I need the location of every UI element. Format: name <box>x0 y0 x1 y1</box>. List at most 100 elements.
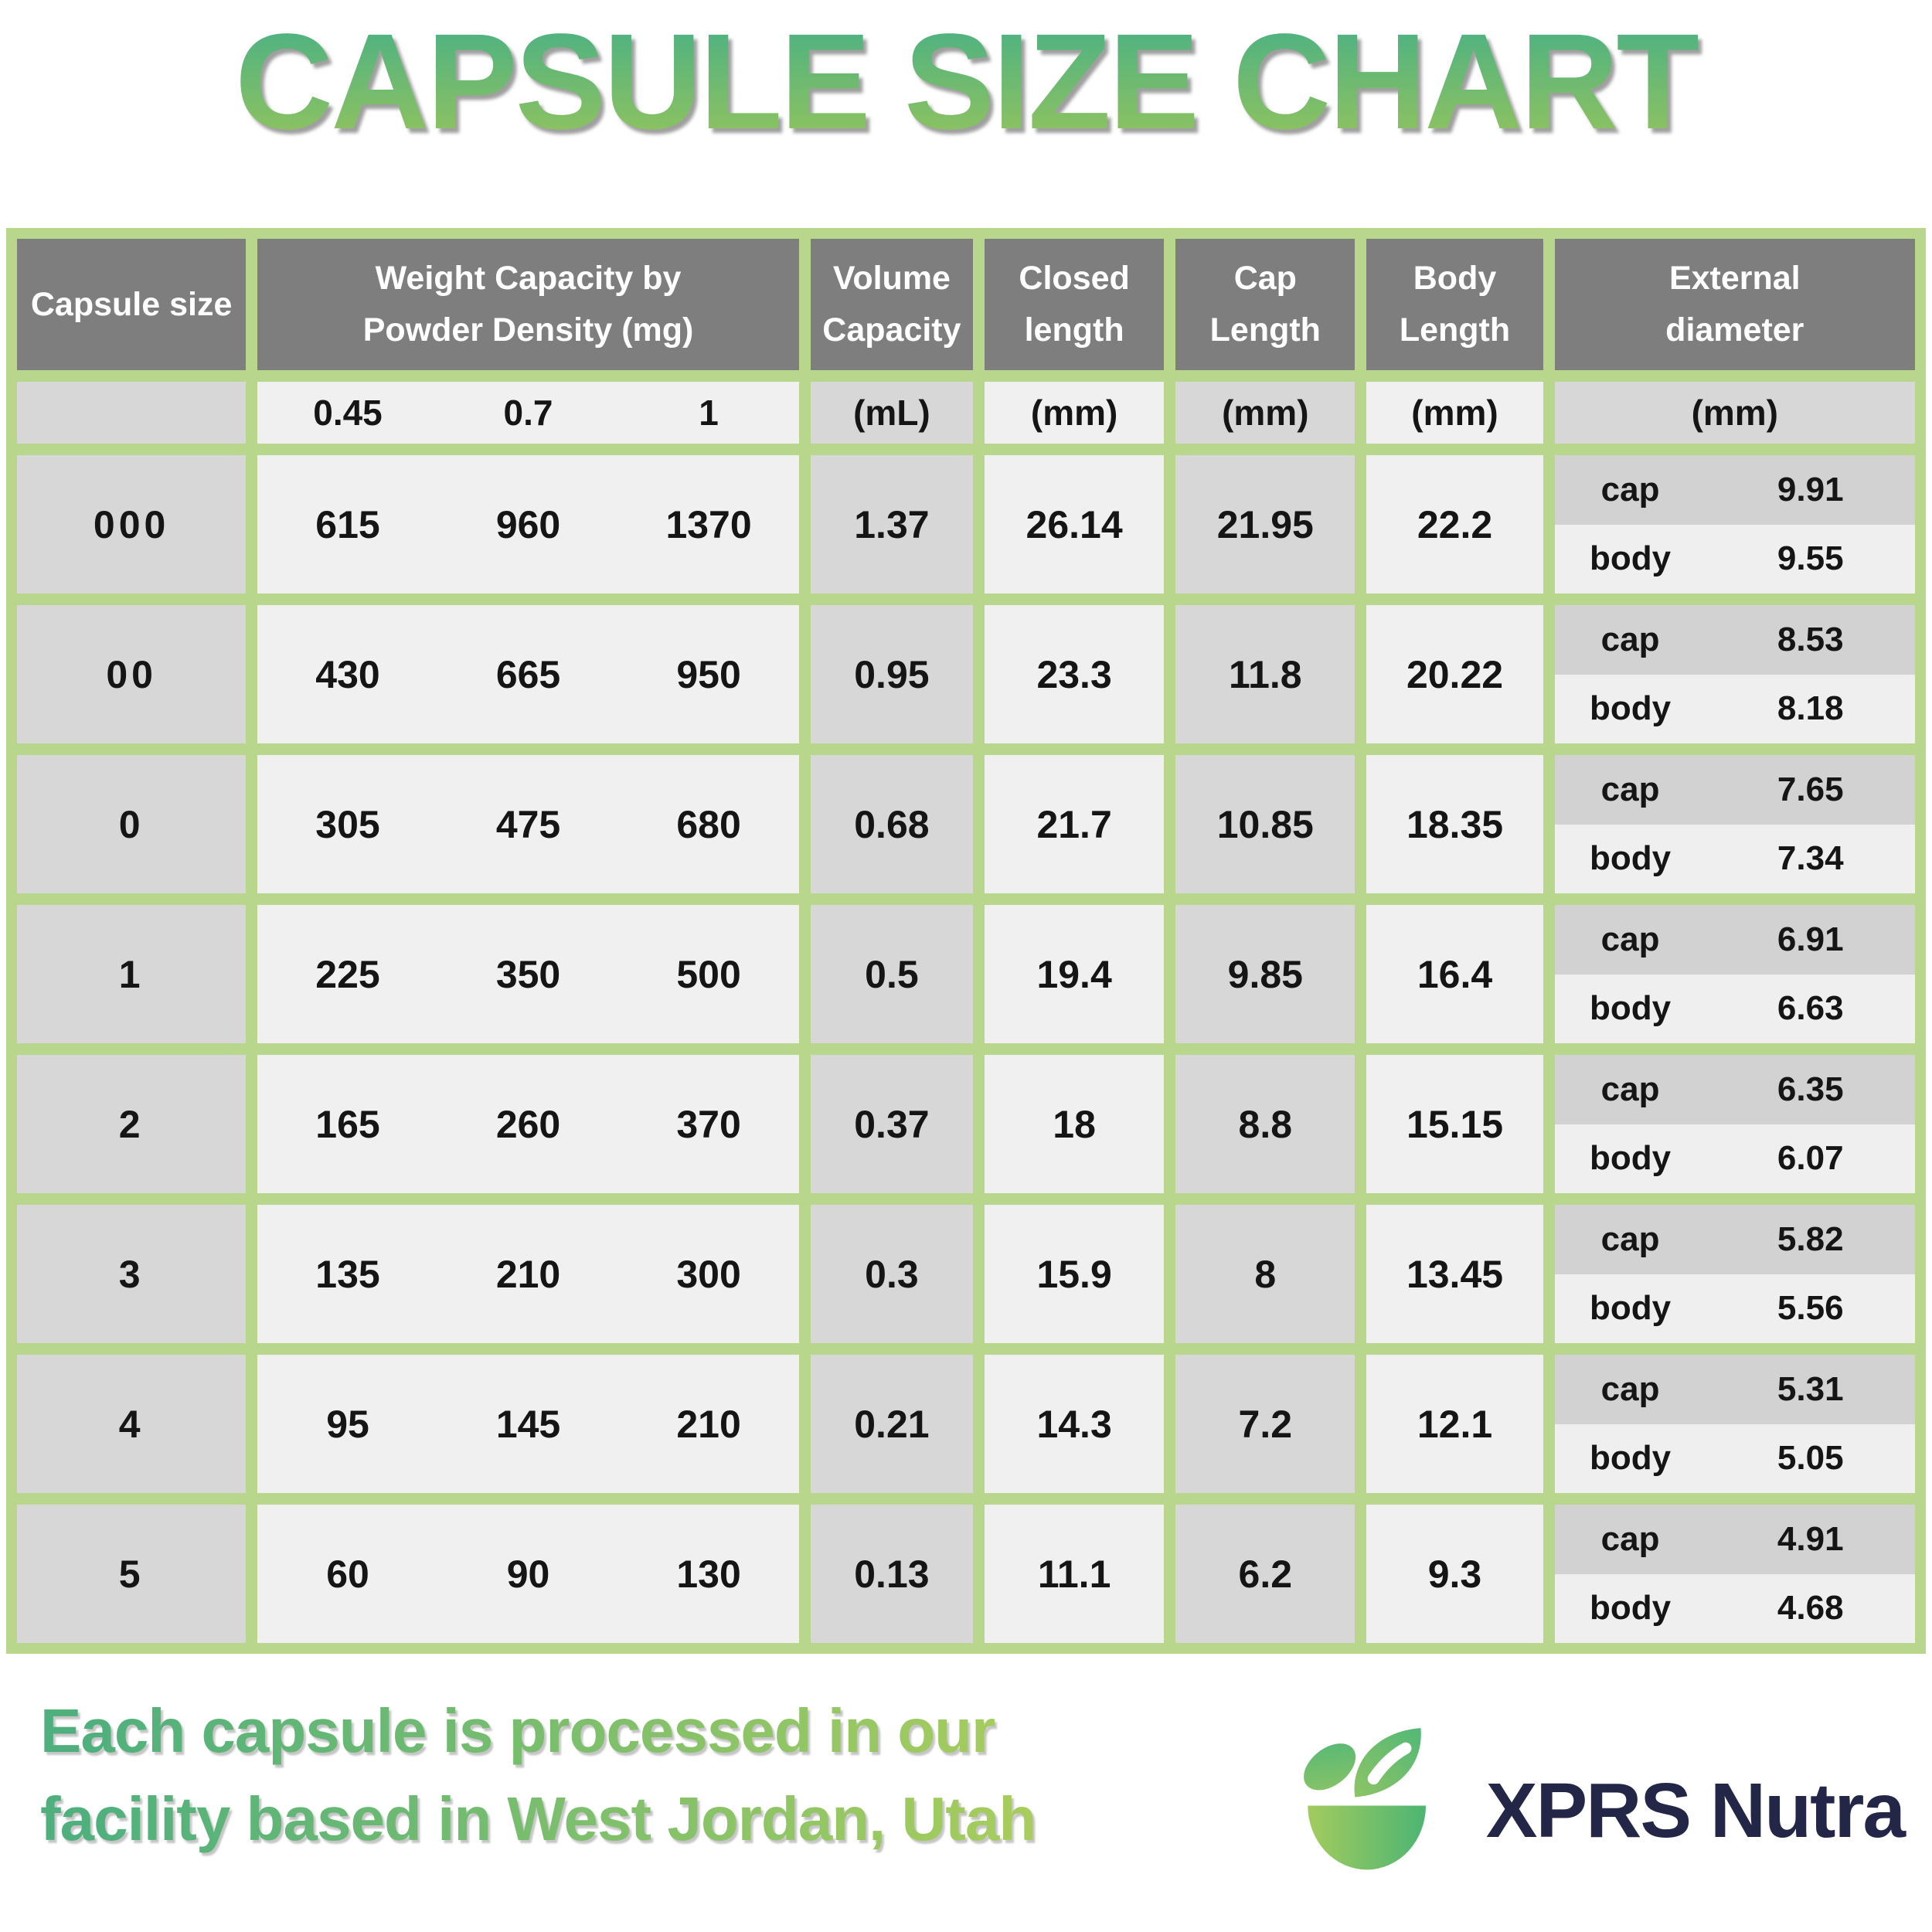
weight-value: 95 <box>326 1402 369 1446</box>
weight-value: 210 <box>495 1252 561 1296</box>
weight-value: 615 <box>315 502 380 546</box>
weight-capacity-cell: 135 210 300 <box>257 1205 799 1343</box>
subheader-empty-cell <box>17 382 247 444</box>
cap-diameter-value: 5.31 <box>1777 1369 1844 1408</box>
cap-label: cap <box>1600 1219 1660 1258</box>
body-label: body <box>1589 1439 1672 1478</box>
table-row-3: 3 135 210 300 0.3 15.9 8 13.45 cap 5.82 … <box>17 1205 1915 1343</box>
cap-length-cell: 7.2 <box>1175 1355 1355 1493</box>
weight-value: 1370 <box>665 502 752 546</box>
subheader-external-unit: (mm) <box>1554 382 1915 444</box>
brand-name: XPRS Nutra <box>1485 1767 1906 1854</box>
body-length-cell: 18.35 <box>1366 755 1543 893</box>
body-diameter-value: 8.18 <box>1777 689 1844 728</box>
cap-diameter-value: 4.91 <box>1777 1519 1844 1558</box>
header-closed-line1: Closed <box>1019 260 1130 298</box>
external-diameter-cell: cap 8.53 body 8.18 <box>1554 605 1915 743</box>
table-row-1: 1 225 350 500 0.5 19.4 9.85 16.4 cap 6.9… <box>17 905 1915 1043</box>
header-closed-length: Closed length <box>985 239 1165 370</box>
capsule-size-cell: 00 <box>17 605 247 743</box>
cap-label: cap <box>1600 470 1660 509</box>
plant-bowl-icon <box>1303 1728 1426 1870</box>
body-diameter-value: 4.68 <box>1777 1589 1844 1628</box>
table-row-000: 000 615 960 1370 1.37 26.14 21.95 22.2 c… <box>17 455 1915 594</box>
external-cap-subrow: cap 4.91 <box>1554 1505 1915 1574</box>
volume-cell: 0.3 <box>810 1205 974 1343</box>
weight-value: 305 <box>315 802 380 846</box>
subheader-closed-unit: (mm) <box>985 382 1165 444</box>
brand-logo: XPRS Nutra <box>1277 1725 1906 1896</box>
weight-capacity-cell: 430 665 950 <box>257 605 799 743</box>
volume-cell: 0.95 <box>810 605 974 743</box>
weight-capacity-cell: 60 90 130 <box>257 1505 799 1643</box>
cap-diameter-value: 6.91 <box>1777 920 1844 958</box>
cap-diameter-value: 8.53 <box>1777 620 1844 658</box>
header-external-line2: diameter <box>1665 311 1804 349</box>
cap-diameter-value: 5.82 <box>1777 1219 1844 1258</box>
weight-value: 370 <box>676 1102 741 1146</box>
header-cap-line1: Cap <box>1233 260 1297 298</box>
capsule-size-table: Capsule size Weight Capacity by Powder D… <box>6 228 1926 1654</box>
cap-length-cell: 9.85 <box>1175 905 1355 1043</box>
weight-value: 90 <box>506 1552 550 1596</box>
weight-value: 60 <box>326 1552 369 1596</box>
header-cap-length: Cap Length <box>1175 239 1355 370</box>
external-diameter-cell: cap 9.91 body 9.55 <box>1554 455 1915 594</box>
volume-cell: 0.13 <box>810 1505 974 1643</box>
density-045: 0.45 <box>313 393 383 433</box>
external-cap-subrow: cap 8.53 <box>1554 605 1915 675</box>
volume-cell: 0.68 <box>810 755 974 893</box>
header-closed-line2: length <box>1024 311 1124 349</box>
table-row-5: 5 60 90 130 0.13 11.1 6.2 9.3 cap 4.91 b… <box>17 1505 1915 1643</box>
cap-label: cap <box>1600 920 1660 958</box>
header-body-line1: Body <box>1413 260 1497 298</box>
external-cap-subrow: cap 5.31 <box>1554 1355 1915 1424</box>
body-diameter-value: 6.63 <box>1777 989 1844 1028</box>
capsule-size-cell: 4 <box>17 1355 247 1493</box>
cap-diameter-value: 9.91 <box>1777 470 1844 509</box>
external-body-subrow: body 5.05 <box>1554 1423 1915 1493</box>
weight-capacity-cell: 95 145 210 <box>257 1355 799 1493</box>
capsule-size-cell: 0 <box>17 755 247 893</box>
capsule-size-cell: 1 <box>17 905 247 1043</box>
cap-diameter-value: 6.35 <box>1777 1070 1844 1108</box>
weight-value: 165 <box>315 1102 380 1146</box>
body-diameter-value: 5.56 <box>1777 1289 1844 1328</box>
closed-length-cell: 15.9 <box>985 1205 1165 1343</box>
footer-tagline: Each capsule is processed in our facilit… <box>40 1687 1036 1864</box>
external-body-subrow: body 8.18 <box>1554 674 1915 743</box>
body-label: body <box>1589 539 1672 578</box>
table-row-0: 0 305 475 680 0.68 21.7 10.85 18.35 cap … <box>17 755 1915 893</box>
body-label: body <box>1589 839 1672 878</box>
external-diameter-cell: cap 4.91 body 4.68 <box>1554 1505 1915 1643</box>
density-07: 0.7 <box>503 393 553 433</box>
cap-label: cap <box>1600 620 1660 658</box>
body-diameter-value: 6.07 <box>1777 1139 1844 1178</box>
external-body-subrow: body 6.63 <box>1554 974 1915 1043</box>
body-diameter-value: 7.34 <box>1777 839 1844 878</box>
page-title: CAPSULE SIZE CHART <box>0 11 1932 154</box>
body-diameter-value: 5.05 <box>1777 1439 1844 1478</box>
body-label: body <box>1589 689 1672 728</box>
weight-value: 960 <box>495 502 561 546</box>
weight-value: 430 <box>315 652 380 696</box>
body-label: body <box>1589 1589 1672 1628</box>
header-body-line2: Length <box>1399 311 1511 349</box>
volume-cell: 0.21 <box>810 1355 974 1493</box>
weight-value: 475 <box>495 802 561 846</box>
external-cap-subrow: cap 7.65 <box>1554 755 1915 825</box>
external-diameter-cell: cap 5.82 body 5.56 <box>1554 1205 1915 1343</box>
header-external-diameter: External diameter <box>1554 239 1915 370</box>
header-volume-capacity: Volume Capacity <box>810 239 974 370</box>
body-length-cell: 22.2 <box>1366 455 1543 594</box>
body-length-cell: 15.15 <box>1366 1055 1543 1193</box>
weight-value: 665 <box>495 652 561 696</box>
weight-value: 300 <box>676 1252 741 1296</box>
volume-cell: 0.37 <box>810 1055 974 1193</box>
header-external-line1: External <box>1668 260 1801 298</box>
external-diameter-cell: cap 6.91 body 6.63 <box>1554 905 1915 1043</box>
body-diameter-value: 9.55 <box>1777 539 1844 578</box>
external-cap-subrow: cap 5.82 <box>1554 1205 1915 1274</box>
external-cap-subrow: cap 6.35 <box>1554 1055 1915 1124</box>
external-body-subrow: body 4.68 <box>1554 1573 1915 1643</box>
